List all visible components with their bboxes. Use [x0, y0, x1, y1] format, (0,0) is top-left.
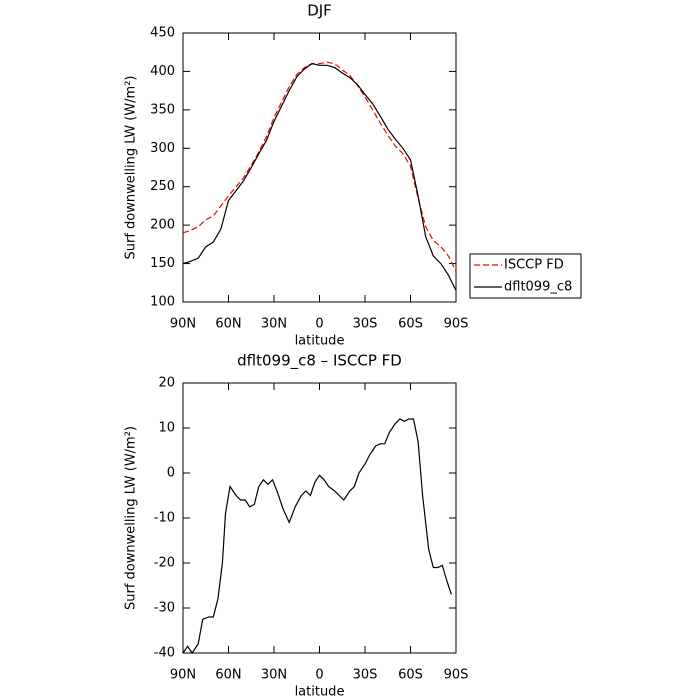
- x-axis-label: latitude: [295, 685, 345, 700]
- x-tick-label: 0: [315, 317, 323, 332]
- y-tick-label: 400: [150, 64, 175, 79]
- x-tick-label: 0: [315, 668, 323, 683]
- x-tick-label: 30N: [261, 317, 287, 332]
- x-axis-label: latitude: [295, 334, 345, 349]
- series-line: [182, 418, 452, 655]
- series-line: [182, 63, 457, 291]
- chart-title: DJF: [307, 2, 332, 20]
- x-tick-label: 30S: [353, 668, 378, 683]
- legend-box: [469, 253, 582, 299]
- y-tick-label: 300: [150, 141, 175, 156]
- y-tick-label: 200: [150, 218, 175, 233]
- x-tick-label: 90N: [170, 668, 196, 683]
- y-axis-label: Surf downwelling LW (W/m²): [124, 76, 139, 260]
- plot-frame: [182, 382, 457, 654]
- plot-frame: [182, 32, 457, 303]
- x-tick-label: 60S: [398, 668, 423, 683]
- y-tick-label: -10: [154, 511, 175, 526]
- y-tick-label: 0: [167, 466, 175, 481]
- legend-label: dflt099_c8: [504, 280, 572, 295]
- y-axis-label: Surf downwelling LW (W/m²): [124, 426, 139, 610]
- y-tick-label: 250: [150, 179, 175, 194]
- y-tick-label: -30: [154, 601, 175, 616]
- y-tick-label: 10: [158, 421, 175, 436]
- x-tick-label: 60N: [215, 317, 241, 332]
- y-tick-label: -20: [154, 556, 175, 571]
- y-tick-label: 450: [150, 26, 175, 41]
- x-tick-label: 90S: [444, 668, 469, 683]
- y-tick-label: 350: [150, 102, 175, 117]
- y-tick-label: -40: [154, 646, 175, 661]
- y-tick-label: 150: [150, 256, 175, 271]
- chart-title: dflt099_c8 – ISCCP FD: [237, 352, 402, 371]
- y-tick-label: 100: [150, 295, 175, 310]
- x-tick-label: 60N: [215, 668, 241, 683]
- series-line: [182, 61, 457, 272]
- x-tick-label: 30N: [261, 668, 287, 683]
- x-tick-label: 90N: [170, 317, 196, 332]
- legend-label: ISCCP FD: [504, 258, 564, 273]
- x-tick-label: 90S: [444, 317, 469, 332]
- x-tick-label: 60S: [398, 317, 423, 332]
- y-tick-label: 20: [158, 376, 175, 391]
- x-tick-label: 30S: [353, 317, 378, 332]
